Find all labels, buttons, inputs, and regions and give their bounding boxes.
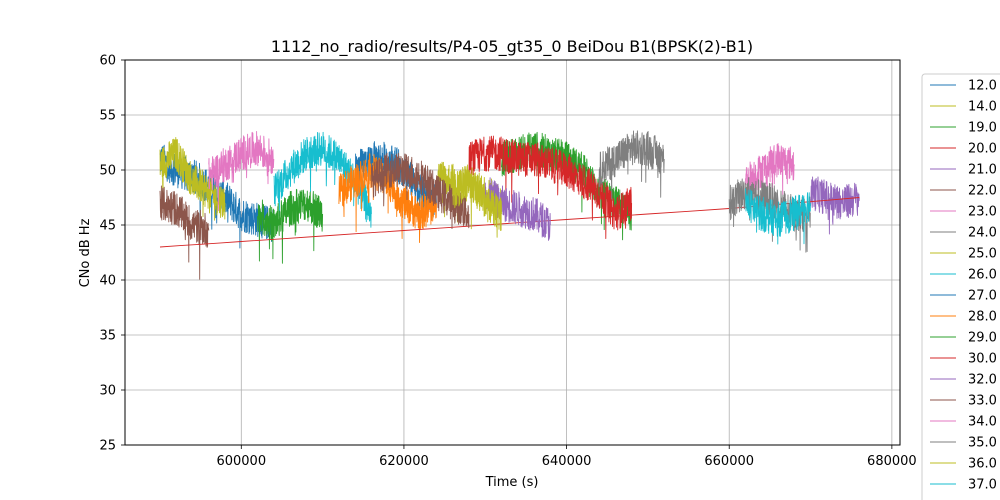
y-tick-label: 35 (99, 329, 116, 344)
legend-label: 25.0 (968, 247, 997, 262)
legend-label: 37.0 (968, 478, 997, 493)
series-line-23-0 (208, 130, 275, 212)
y-tick-label: 60 (99, 54, 116, 69)
series-line-37-0 (745, 188, 811, 245)
series-line-21-0 (810, 176, 860, 235)
plot-frame (124, 59, 901, 446)
legend-label: 14.0 (968, 100, 997, 115)
series-line-14-0 (159, 137, 226, 221)
y-tick-label: 40 (99, 274, 116, 289)
series-line-20-0 (468, 135, 633, 239)
legend-label: 27.0 (968, 289, 997, 304)
legend-label: 21.0 (968, 163, 997, 178)
series-line-36-0 (452, 164, 502, 238)
x-tick-label: 680000 (867, 454, 917, 469)
legend-label: 22.0 (968, 184, 997, 199)
series-line-32-0 (484, 177, 551, 241)
y-tick-label: 30 (99, 384, 116, 399)
legend-label: 24.0 (968, 226, 997, 241)
legend-label: 35.0 (968, 436, 997, 451)
series-line-29-0 (257, 188, 324, 264)
legend-label: 36.0 (968, 457, 997, 472)
data-series (159, 130, 860, 280)
legend-label: 33.0 (968, 394, 997, 409)
legend-label: 28.0 (968, 310, 997, 325)
series-line-22-0 (159, 185, 210, 280)
y-axis-label: CNo dB Hz (78, 218, 93, 287)
legend-label: 12.0 (968, 79, 997, 94)
y-tick-label: 45 (99, 219, 116, 234)
chart-title: 1112_no_radio/results/P4-05_gt35_0 BeiDo… (271, 37, 753, 57)
axis-ticks: 600000 620000 640000 660000 680000 25 30 35 40 45… (99, 54, 916, 470)
legend-label: 32.0 (968, 373, 997, 388)
y-tick-label: 55 (99, 109, 116, 124)
series-line-24-0 (598, 130, 665, 200)
legend-label: 19.0 (968, 121, 997, 136)
legend-label: 30.0 (968, 352, 997, 367)
legend-label: 23.0 (968, 205, 997, 220)
x-axis-label: Time (s) (485, 475, 539, 490)
x-tick-label: 660000 (704, 454, 754, 469)
legend-label: 26.0 (968, 268, 997, 283)
y-tick-label: 50 (99, 164, 116, 179)
legend-label: 29.0 (968, 331, 997, 346)
legend: 12.0 14.0 19.0 20.0 21.0 22.0 23.0 24.0 25.0 26.0… (921, 73, 1000, 500)
legend-box (921, 73, 1000, 500)
legend-label: 20.0 (968, 142, 997, 157)
x-tick-label: 640000 (542, 454, 592, 469)
x-tick-label: 600000 (216, 454, 266, 469)
legend-label: 34.0 (968, 415, 997, 430)
y-tick-label: 25 (99, 439, 116, 454)
x-tick-label: 620000 (379, 454, 429, 469)
